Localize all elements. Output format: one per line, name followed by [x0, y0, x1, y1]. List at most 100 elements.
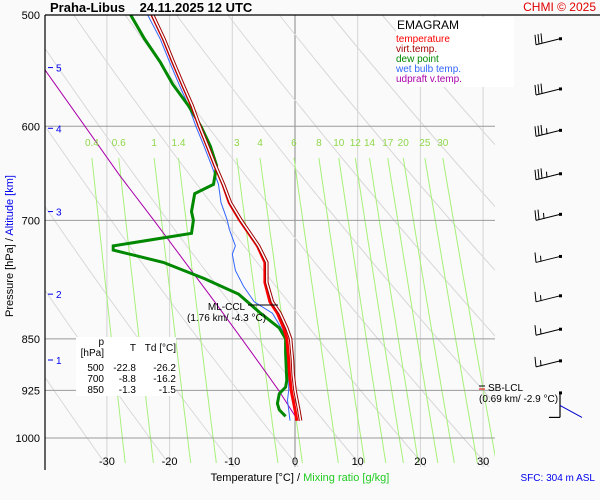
series-line-udpraft-v-temp — [45, 69, 299, 421]
mixing-ratio-line — [118, 157, 154, 464]
barb-full — [537, 169, 540, 180]
ml-ccl-value: (1.76 km/ -4.3 °C) — [187, 313, 267, 324]
barb-full — [534, 252, 537, 263]
temperature-tick-label: 30 — [477, 456, 489, 468]
mixing-ratio-line — [91, 157, 126, 464]
mixing-ratio-label: 25 — [419, 138, 431, 149]
barb-station-dot — [559, 37, 562, 41]
pressure-tick-label: 925 — [22, 385, 40, 397]
dry-adiabat-line — [330, 15, 495, 208]
legend-item-updraft: udpraft v.temp. — [396, 74, 462, 85]
header-temperature: T — [129, 342, 136, 354]
dry-adiabat-line — [45, 376, 109, 467]
barb-station-dot — [559, 254, 562, 258]
dry-adiabat-line — [279, 15, 495, 271]
summary-row: 850 -1.3 -1.5 — [76, 385, 176, 396]
summary-table: p [hPa] T Td [°C] 500 -22.8 -26.2 700 -8… — [76, 337, 176, 396]
legend: EMAGRAM temperature virt.temp. dew point… — [396, 17, 514, 87]
mixing-ratio-label: 12 — [350, 138, 362, 149]
y-axis-label: Pressure [hPa] / Altitude [km] — [4, 146, 16, 346]
mixing-ratio-label: 20 — [398, 138, 410, 149]
row-temperature: -1.3 — [118, 385, 136, 396]
legend-item-virtual-temp: virt.temp. — [396, 44, 438, 55]
barb-stem — [535, 213, 561, 221]
ml-ccl-label: ML-CCL — [207, 302, 246, 313]
dry-adiabat-line — [45, 205, 236, 467]
mixing-ratio-line — [338, 157, 387, 464]
level-marks — [248, 304, 485, 390]
surface-elevation: SFC: 304 m ASL — [520, 473, 595, 484]
wind-barb — [549, 391, 583, 419]
wind-barb — [534, 291, 562, 303]
mixing-ratio-label: 1 — [151, 138, 157, 149]
barb-full — [534, 291, 537, 302]
barb-full — [537, 209, 540, 220]
profile-series — [45, 15, 303, 421]
barb-half — [540, 295, 542, 302]
mixing-ratio-line — [178, 157, 217, 464]
wind-barb — [534, 33, 562, 46]
mixing-ratio-label: 14 — [364, 138, 376, 149]
x-axis-separator: / — [297, 472, 301, 484]
dry-adiabat-line — [176, 15, 495, 405]
pressure-tick-label: 600 — [22, 121, 40, 133]
barb-stem — [535, 129, 561, 137]
mixing-ratio-label: 0.6 — [112, 138, 126, 149]
mixing-ratio-line — [318, 157, 366, 464]
barb-full — [534, 84, 537, 96]
header-pressure: p [hPa] — [80, 337, 104, 359]
surface-wind-direction — [559, 404, 583, 418]
isotherm-grid — [106, 15, 484, 467]
sb-lcl-label: SB-LCL — [488, 383, 524, 394]
mixing-ratio-line — [442, 157, 495, 459]
mixing-ratio-label: 1.4 — [172, 138, 186, 149]
barb-full — [534, 356, 537, 367]
mixing-ratio-label: 17 — [382, 138, 394, 149]
legend-item-dew-point: dew point — [396, 54, 439, 65]
axes — [44, 14, 600, 470]
row-pressure: 700 — [87, 374, 104, 385]
chart-title: Praha-Libus 24.11.2025 12 UTC — [50, 0, 252, 15]
wind-barb — [534, 168, 562, 181]
altitude-tick-label: 2 — [56, 290, 62, 301]
mixing-ratio-line — [387, 157, 439, 464]
barb-full — [537, 34, 540, 45]
barb-station-dot — [559, 391, 562, 395]
barb-full — [534, 34, 537, 45]
mixing-ratio-label: 4 — [257, 138, 263, 149]
temperature-tick-label: 10 — [352, 456, 364, 468]
summary-header-row: p [hPa] T Td [°C] — [76, 337, 176, 359]
mixing-ratio-line — [369, 157, 419, 464]
pressure-tick-label: 1000 — [16, 433, 40, 445]
barb-stem — [535, 360, 561, 368]
x-axis-label: Temperature [°C] / Mixing ratio [g/kg] — [0, 472, 600, 484]
barb-stem — [535, 173, 561, 181]
row-pressure: 500 — [87, 363, 104, 374]
altitude-tick-label: 5 — [56, 64, 62, 75]
pressure-tick-label: 500 — [22, 10, 40, 22]
observation-datetime: 24.11.2025 12 UTC — [139, 0, 253, 15]
mixing-ratio-label: 8 — [316, 138, 322, 149]
mixing-ratio-label: 0.4 — [85, 138, 99, 149]
barb-station-dot — [559, 212, 562, 216]
dry-adiabat-line — [227, 15, 495, 337]
dry-adiabat-grid — [45, 15, 495, 467]
barb-half — [543, 212, 545, 219]
dry-adiabat-line — [73, 15, 426, 467]
wind-barb — [534, 124, 562, 137]
row-dewpoint: -16.2 — [153, 374, 176, 385]
legend-item-wet-bulb: wet bulb temp. — [396, 64, 462, 75]
barb-stem — [535, 38, 561, 46]
barb-full — [534, 325, 537, 336]
altitude-tick-label: 4 — [56, 124, 62, 135]
row-dewpoint: -26.2 — [153, 363, 176, 374]
barb-station-dot — [559, 294, 562, 298]
row-temperature: -8.8 — [118, 374, 136, 385]
mixing-ratio-label: 3 — [234, 138, 240, 149]
dry-adiabat-line — [45, 125, 299, 467]
sb-lcl-annotation: SB-LCL (0.69 km/ -2.9 °C) — [479, 383, 558, 405]
x-axis-temperature-label: Temperature [°C] — [210, 472, 294, 484]
barb-half — [540, 328, 542, 335]
wind-barbs — [534, 33, 583, 419]
